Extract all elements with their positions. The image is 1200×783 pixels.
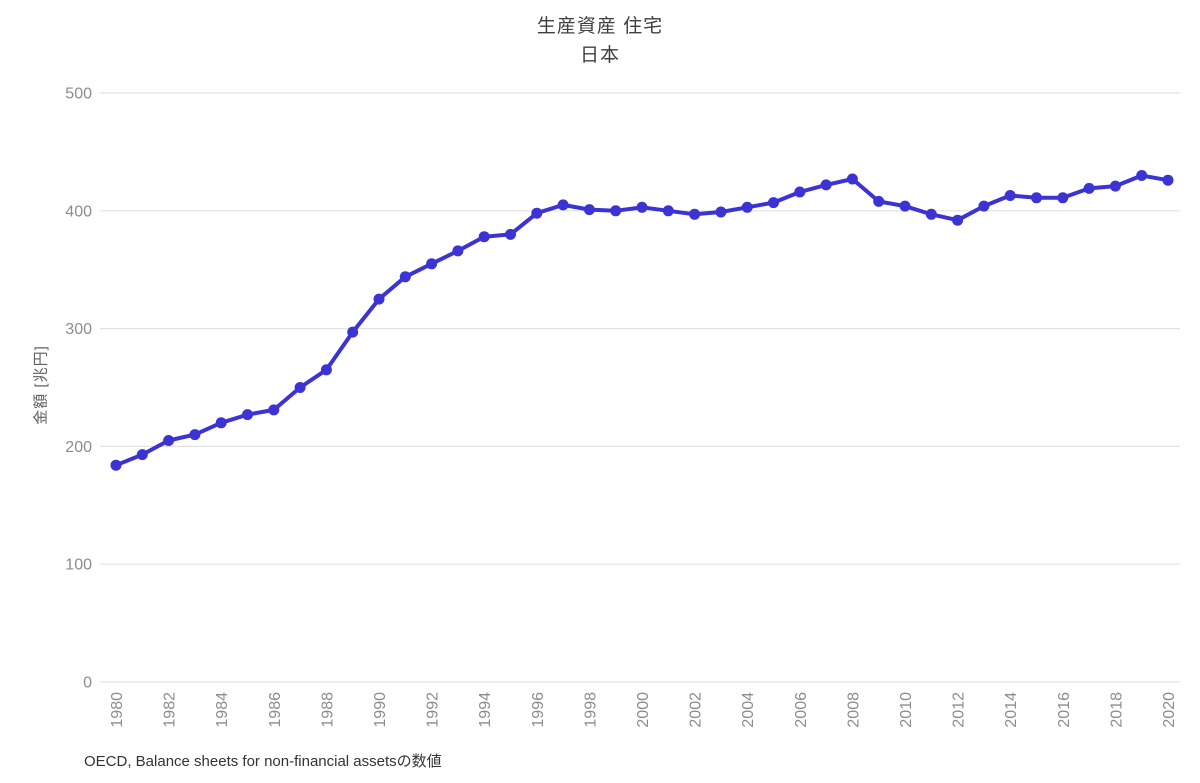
y-tick-label: 300 [65,321,92,338]
data-point [505,228,516,240]
x-tick-label: 1986 [267,692,284,728]
data-point [1109,180,1121,192]
data-point [1162,174,1174,186]
data-point [689,208,701,220]
data-point [610,205,622,217]
data-point [531,207,543,219]
y-axis-label: 金額 [兆円] [32,345,50,425]
data-point [189,429,201,441]
data-point [320,364,332,376]
x-tick-label: 2008 [845,692,862,728]
y-tick-label: 100 [65,557,92,574]
x-tick-label: 2018 [1108,692,1125,728]
x-tick-label: 2014 [1003,692,1020,728]
x-tick-label: 2012 [951,692,968,728]
x-tick-label: 1998 [582,692,599,728]
x-tick-label: 1996 [530,692,547,728]
chart-subtitle: 日本 [579,45,620,66]
data-point [399,271,411,283]
x-tick-label: 2020 [1161,692,1178,728]
x-tick-label: 1994 [477,692,494,728]
data-point [557,199,569,211]
y-tick-label: 0 [83,675,92,692]
x-tick-label: 1984 [214,692,231,728]
source-note: OECD, Balance sheets for non-financial a… [84,753,442,770]
x-tick-label: 2010 [898,692,915,728]
data-point [899,200,911,212]
data-point [1083,182,1095,194]
data-point [110,459,122,471]
x-tick-label: 1982 [162,692,179,728]
chart-title: 生産資産 住宅 [536,16,664,37]
x-tick-label: 1980 [109,692,126,728]
data-point [373,293,385,305]
data-point [583,204,595,216]
x-tick-label: 2002 [688,692,705,728]
y-tick-label: 200 [65,439,92,456]
x-tick-label: 2000 [635,692,652,728]
y-tick-label: 400 [65,203,92,220]
data-point [662,205,674,217]
data-point [952,214,964,226]
data-point [452,245,464,257]
x-tick-label: 2006 [793,692,810,728]
data-point [1004,190,1016,201]
y-tick-label: 500 [65,86,92,103]
data-point [268,404,280,416]
data-point [873,195,885,207]
data-point [925,208,937,220]
line-series [114,173,1170,468]
x-tick-label: 1990 [372,692,389,728]
data-point [163,435,175,446]
data-point [741,201,753,213]
x-tick-label: 2004 [740,692,757,728]
data-point [1136,170,1148,181]
data-point [1057,192,1069,204]
data-point [1031,192,1042,204]
data-point [846,173,858,185]
data-point [794,186,806,198]
data-point [978,200,990,212]
data-point [820,179,832,191]
data-point [294,382,306,393]
data-point [136,449,148,461]
data-point [768,197,779,209]
chart-title-block: 生産資産 住宅 日本 [0,12,1200,70]
data-point [215,417,227,429]
data-point [426,258,438,270]
x-tick-label: 2016 [1056,692,1073,728]
data-point [478,231,490,243]
data-point [347,326,359,338]
x-tick-label: 1988 [319,692,336,728]
data-point [715,206,727,218]
data-point [242,409,253,421]
data-point [636,201,648,213]
x-tick-label: 1992 [425,692,442,728]
